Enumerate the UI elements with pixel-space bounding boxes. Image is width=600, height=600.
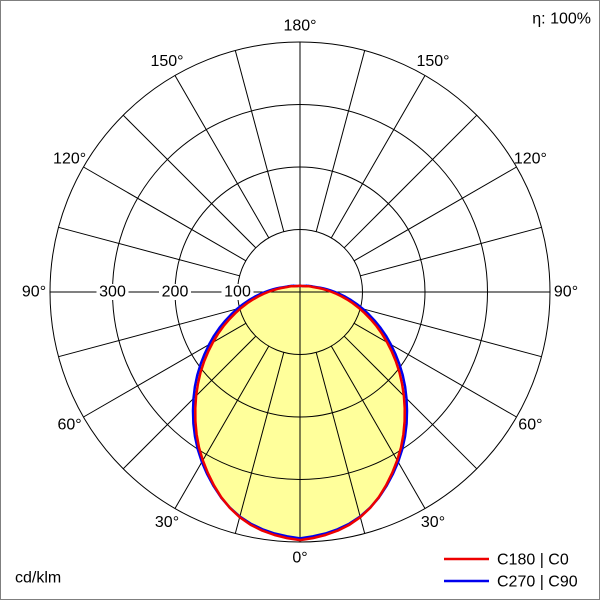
grid-spoke-15	[315, 352, 366, 534]
angle-label-left-60: 60°	[57, 417, 81, 434]
grid-spoke-150	[330, 75, 426, 239]
angle-label-left-120: 120°	[53, 151, 86, 168]
angle-label-left-150: 150°	[150, 53, 183, 70]
legend-label-c0: C180 | C0	[497, 552, 569, 569]
grid-spoke-105	[360, 226, 542, 277]
angle-label-0: 0°	[292, 550, 307, 567]
angle-label-180: 180°	[283, 18, 316, 35]
angle-label-right-150: 150°	[416, 53, 449, 70]
grid-spoke-240	[83, 166, 247, 262]
polar-grid	[49, 41, 551, 543]
angle-label-right-120: 120°	[514, 151, 547, 168]
grid-spoke-60	[353, 322, 517, 418]
distribution-curves	[191, 284, 409, 542]
legend-label-c90: C270 | C90	[497, 574, 578, 591]
grid-spoke-30	[330, 345, 426, 509]
angle-label-right-60: 60°	[518, 417, 542, 434]
radial-tick-backing-100	[221, 284, 254, 300]
angle-labels: 0° 30° 30° 60° 60° 90° 90° 120° 120° 150° 150° 180°	[22, 18, 578, 567]
grid-spoke-165	[315, 50, 366, 232]
grid-spoke-285	[58, 307, 240, 358]
grid-spoke-120	[353, 166, 517, 262]
grid-spoke-45	[343, 335, 478, 470]
grid-spoke-195	[234, 50, 285, 232]
unit-label: cd/klm	[15, 570, 61, 587]
radial-tick-backing-200	[159, 284, 191, 300]
grid-spoke-135	[343, 114, 478, 249]
radial-tick-backing-300	[96, 284, 129, 300]
grid-spoke-345	[234, 352, 285, 534]
radial-tick-label-300: 300	[99, 284, 126, 301]
legend: C180 | C0 C270 | C90	[444, 552, 578, 591]
grid-spoke-315	[122, 335, 257, 470]
radial-tick-labels: 100 200 300	[96, 284, 254, 301]
grid-spoke-330	[174, 345, 270, 509]
grid-spoke-300	[83, 322, 247, 418]
grid-spoke-255	[58, 226, 240, 277]
curve-c180-c0	[194, 284, 406, 542]
angle-label-left-90: 90°	[22, 284, 46, 301]
grid-spoke-210	[174, 75, 270, 239]
grid-spoke-225	[122, 114, 257, 249]
angle-label-right-90: 90°	[554, 284, 578, 301]
radial-tick-label-200: 200	[162, 284, 189, 301]
radial-tick-label-100: 100	[224, 284, 251, 301]
grid-spoke-75	[360, 307, 542, 358]
angle-label-right-30: 30°	[421, 514, 445, 531]
angle-label-left-30: 30°	[155, 514, 179, 531]
efficiency-label: η: 100%	[532, 11, 591, 28]
